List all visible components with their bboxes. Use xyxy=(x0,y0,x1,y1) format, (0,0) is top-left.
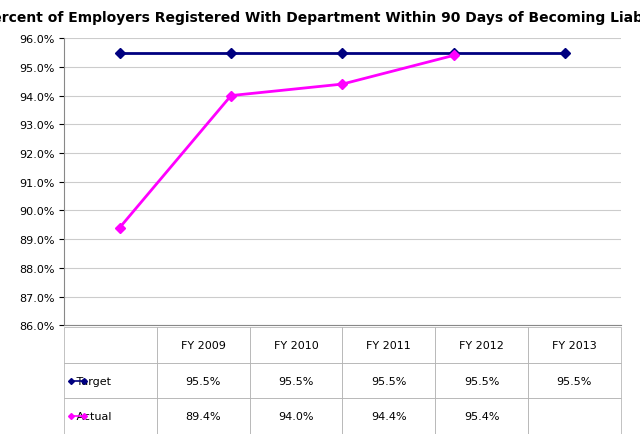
Text: Percent of Employers Registered With Department Within 90 Days of Becoming Liabl: Percent of Employers Registered With Dep… xyxy=(0,11,640,25)
